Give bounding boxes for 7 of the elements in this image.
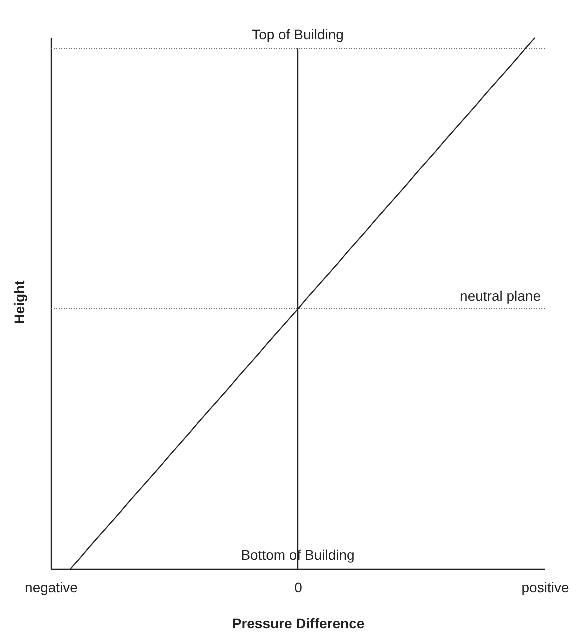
x-axis-title: Pressure Difference	[232, 616, 365, 632]
y-axis-title: Height	[12, 280, 28, 324]
x-tick-label: positive	[522, 580, 570, 596]
x-tick-label: negative	[25, 580, 78, 596]
ref-line-label: neutral plane	[460, 288, 542, 304]
annotation: Top of Building	[252, 26, 344, 43]
x-tick-label: 0	[294, 580, 303, 596]
